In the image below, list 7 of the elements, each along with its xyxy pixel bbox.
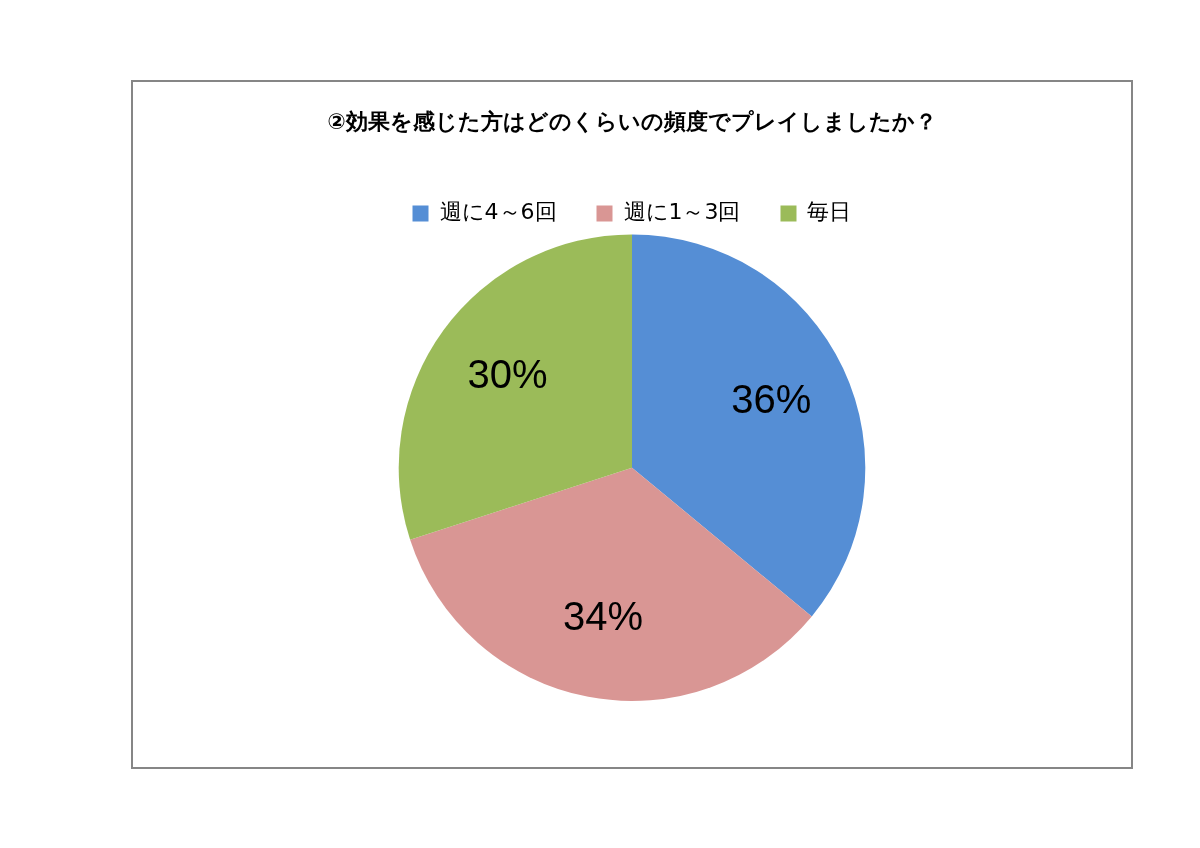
data-label: 34% bbox=[563, 593, 644, 638]
legend-label: 週に4～6回 bbox=[439, 199, 557, 225]
legend-label: 毎日 bbox=[807, 199, 852, 225]
data-label: 30% bbox=[467, 352, 548, 397]
chart-title: ②効果を感じた方はどのくらいの頻度でプレイしましたか？ bbox=[327, 108, 937, 134]
data-label: 36% bbox=[731, 377, 812, 422]
legend-label: 週に1～3回 bbox=[623, 199, 741, 225]
